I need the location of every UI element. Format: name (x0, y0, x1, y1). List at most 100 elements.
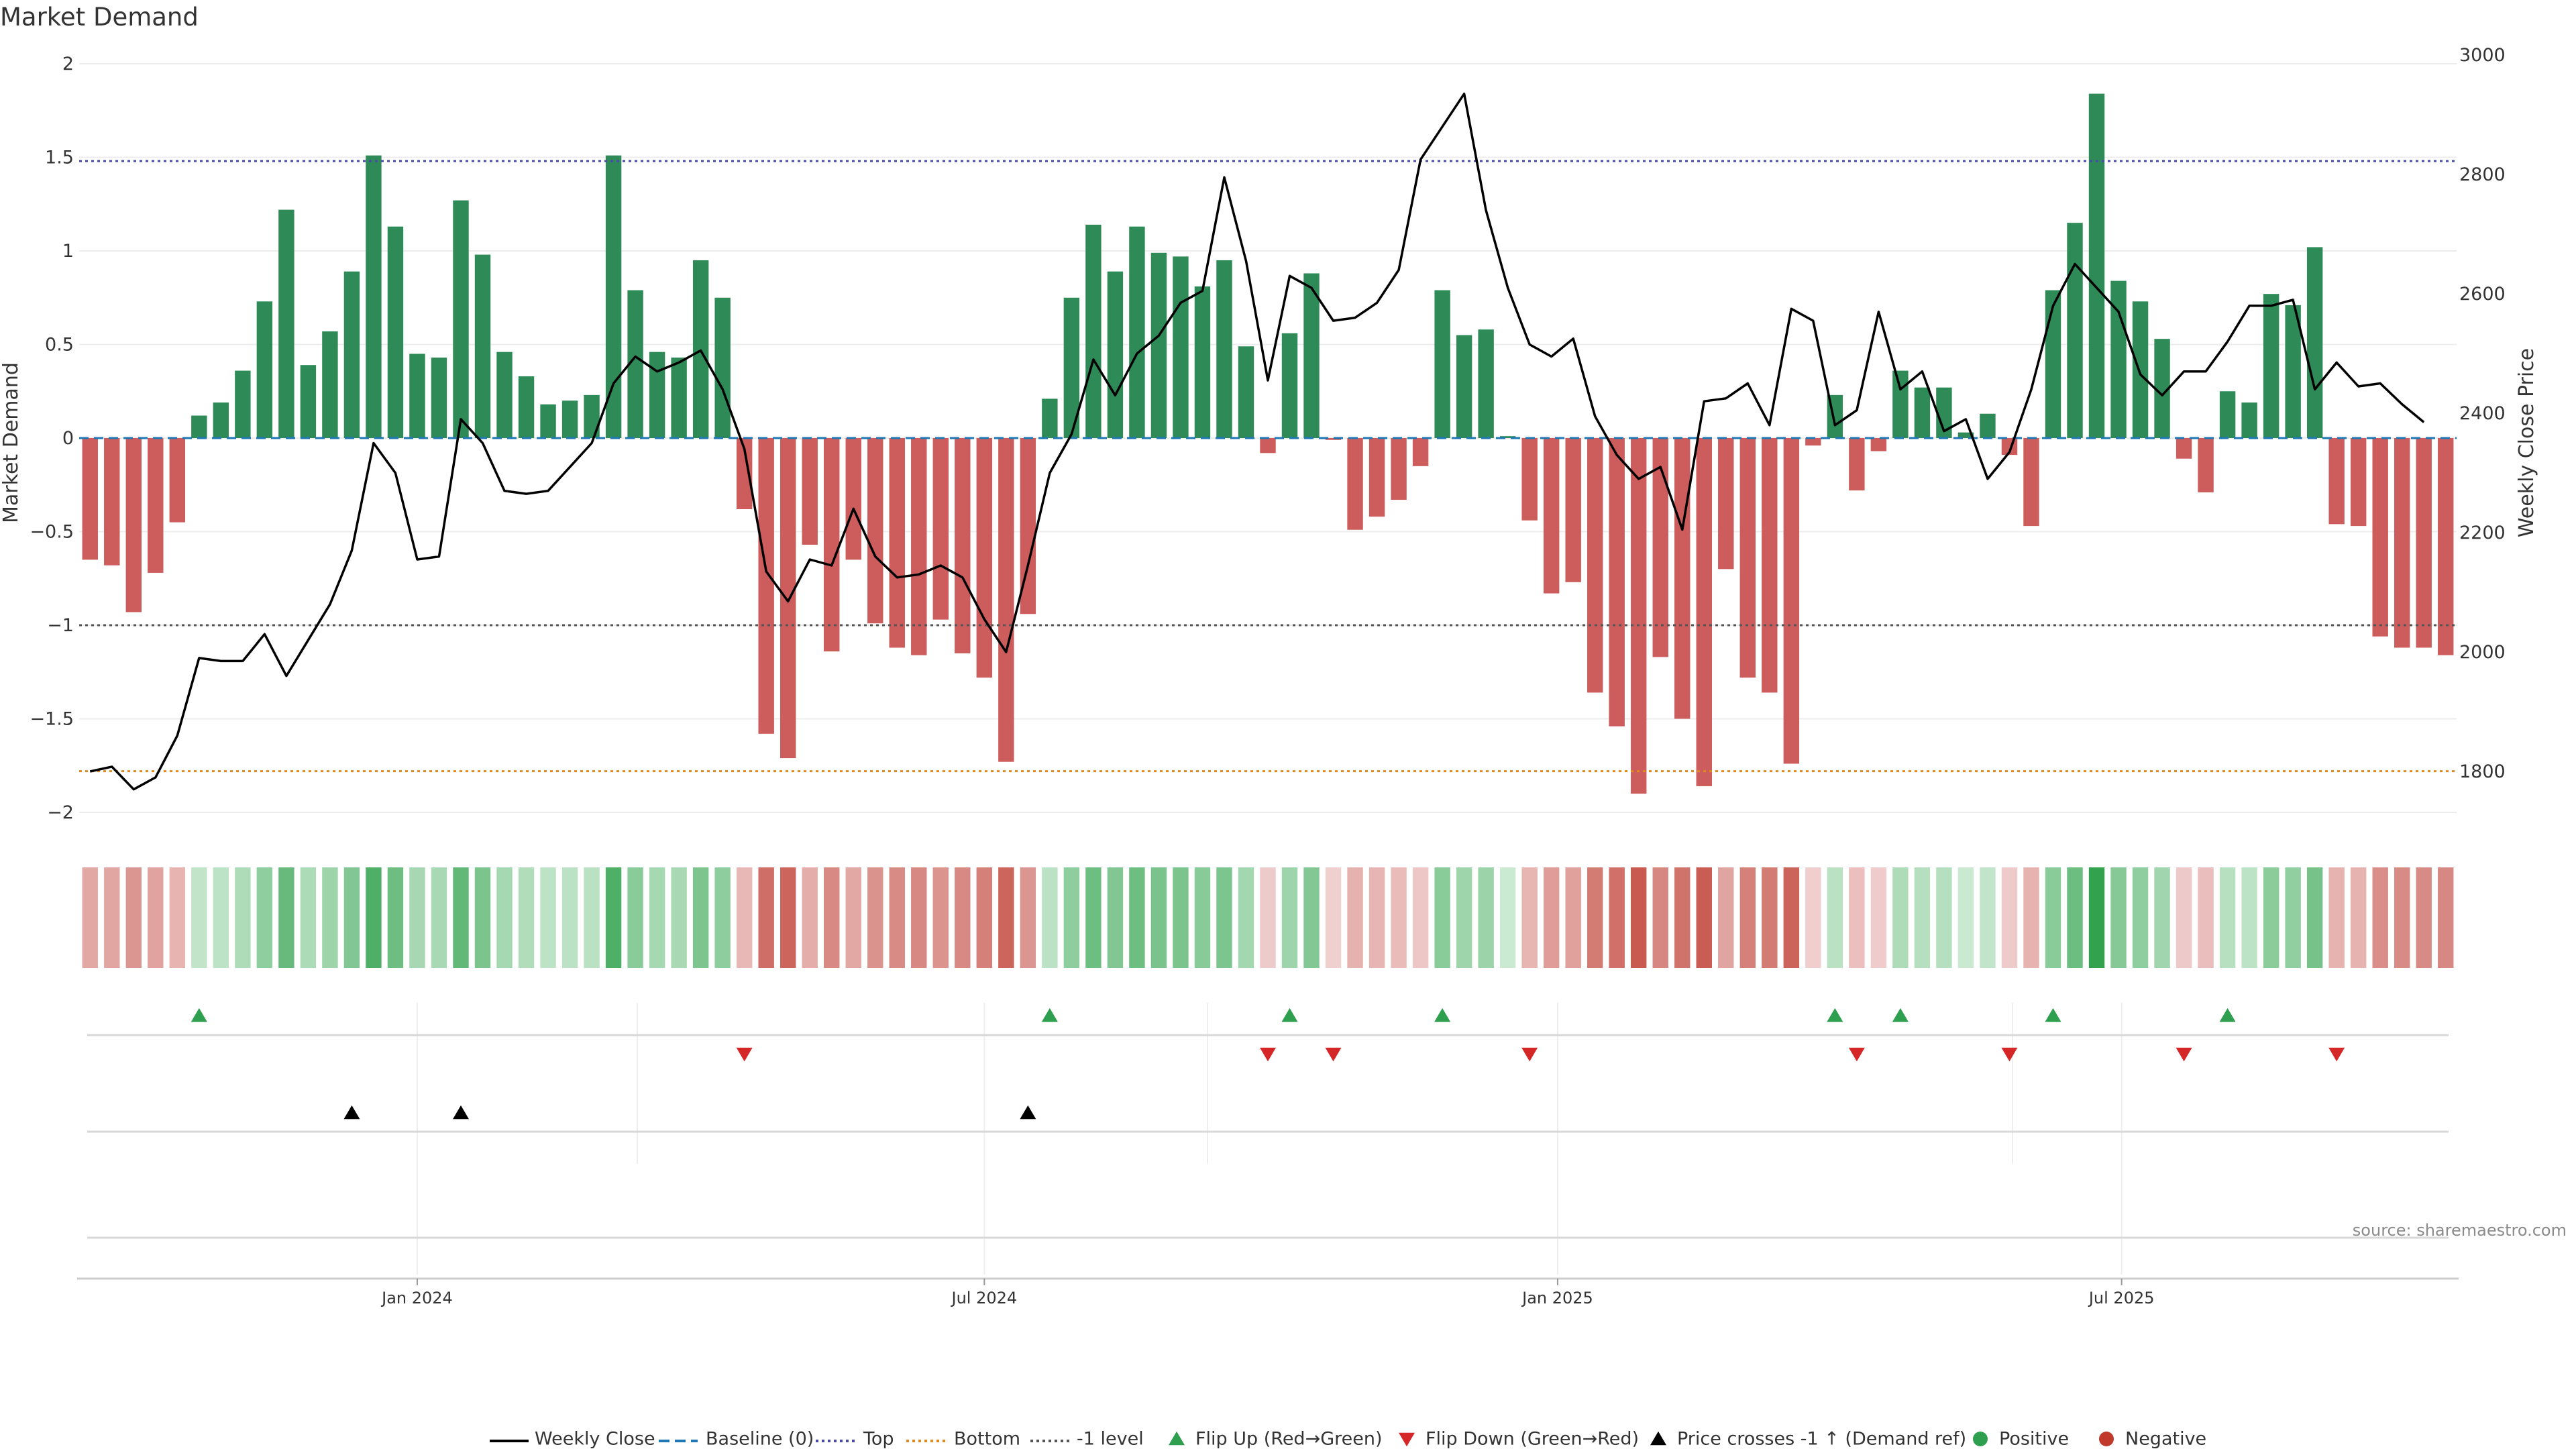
demand-bar (366, 155, 382, 438)
y-tick-label: −2 (47, 802, 74, 823)
demand-bar (2306, 247, 2323, 438)
demand-bar (1391, 438, 1407, 500)
demand-bar (1107, 271, 1124, 438)
heat-cell (1652, 867, 1668, 968)
flip-up-marker (1892, 1008, 1909, 1022)
demand-bar (540, 404, 556, 438)
demand-bar (409, 354, 425, 438)
heat-cell (496, 867, 513, 968)
heat-cell (1718, 867, 1734, 968)
demand-bar (976, 438, 993, 678)
heat-cell (1347, 867, 1363, 968)
heat-cell (1543, 867, 1560, 968)
heat-cell (2328, 867, 2345, 968)
heat-cell (343, 867, 360, 968)
demand-bar (431, 358, 447, 438)
legend-label: Negative (2125, 1429, 2206, 1449)
demand-bar (2132, 301, 2149, 438)
heat-cell (1674, 867, 1690, 968)
demand-bar (824, 438, 840, 652)
demand-bar (2372, 438, 2388, 637)
heat-cell (955, 867, 971, 968)
demand-bar (1281, 333, 1298, 438)
legend-marker (1650, 1431, 1666, 1446)
demand-bar (671, 358, 687, 438)
demand-bar (1587, 438, 1603, 693)
demand-bar (1238, 346, 1254, 438)
heat-cell (758, 867, 774, 968)
demand-bar (1718, 438, 1734, 570)
heat-cell (1412, 867, 1429, 968)
demand-bar (1849, 438, 1865, 491)
heat-cell (2088, 867, 2105, 968)
flip-up-marker (191, 1008, 207, 1022)
heat-cell (1980, 867, 1996, 968)
flip-down-marker (1325, 1047, 1342, 1062)
heat-cell (540, 867, 556, 968)
flip-down-marker (2328, 1047, 2345, 1062)
demand-bar (125, 438, 142, 612)
demand-bar (256, 301, 273, 438)
heat-cell (889, 867, 905, 968)
heat-cell (1762, 867, 1778, 968)
page-title: Market Demand (0, 3, 199, 32)
y-tick-label: −1.5 (30, 709, 74, 730)
heat-cell (518, 867, 535, 968)
heat-cell (1020, 867, 1036, 968)
demand-bar (278, 209, 294, 438)
demand-bar (1805, 438, 1821, 446)
legend-label: Positive (1999, 1429, 2069, 1449)
heat-cell (2219, 867, 2236, 968)
heat-cell (1892, 867, 1909, 968)
demand-bar (1980, 413, 1996, 438)
demand-bar (148, 438, 164, 573)
demand-bar (453, 200, 469, 438)
flip-up-marker (1041, 1008, 1058, 1022)
legend-label: Flip Down (Green→Red) (1426, 1429, 1639, 1449)
heat-cell (300, 867, 317, 968)
heat-cell (1499, 867, 1516, 968)
demand-bar (1892, 370, 1909, 438)
heat-cell (1150, 867, 1167, 968)
heat-cell (1281, 867, 1298, 968)
legend-marker (1973, 1432, 1988, 1446)
y2-axis-title: Weekly Close Price (2515, 348, 2538, 537)
heat-cell (1325, 867, 1342, 968)
legend-label: Flip Up (Red→Green) (1195, 1429, 1383, 1449)
demand-bar (2394, 438, 2410, 648)
demand-bar (692, 260, 709, 438)
demand-bar (1020, 438, 1036, 614)
heat-cell (125, 867, 142, 968)
heat-cell (474, 867, 491, 968)
heat-cell (148, 867, 164, 968)
flip-down-marker (1848, 1047, 1865, 1062)
y-tick-label: 1 (62, 241, 74, 262)
heat-cell (322, 867, 338, 968)
flip-down-marker (736, 1047, 753, 1062)
heat-cell (1238, 867, 1254, 968)
heat-cell (1805, 867, 1821, 968)
demand-bar (169, 438, 186, 523)
heat-cell (431, 867, 447, 968)
legend-label: Bottom (954, 1429, 1020, 1449)
demand-bar (191, 415, 207, 438)
heat-cell (2045, 867, 2061, 968)
demand-bar (2328, 438, 2345, 525)
heat-cell (1063, 867, 1080, 968)
demand-bar (1783, 438, 1800, 764)
demand-bar (2045, 290, 2061, 438)
heat-cell (867, 867, 883, 968)
demand-bar (1914, 387, 1931, 438)
y2-tick-label: 2800 (2459, 164, 2506, 185)
x-tick-label: Jul 2024 (950, 1289, 1017, 1307)
flip-down-marker (2001, 1047, 2018, 1062)
demand-bar (1434, 290, 1450, 438)
heat-cell (2438, 867, 2454, 968)
heat-cell (1194, 867, 1211, 968)
heat-cell (213, 867, 229, 968)
flip-down-marker (2176, 1047, 2192, 1062)
demand-bar (736, 438, 753, 510)
demand-bar (1870, 438, 1887, 451)
demand-bar (235, 370, 251, 438)
demand-bar (2438, 438, 2454, 655)
